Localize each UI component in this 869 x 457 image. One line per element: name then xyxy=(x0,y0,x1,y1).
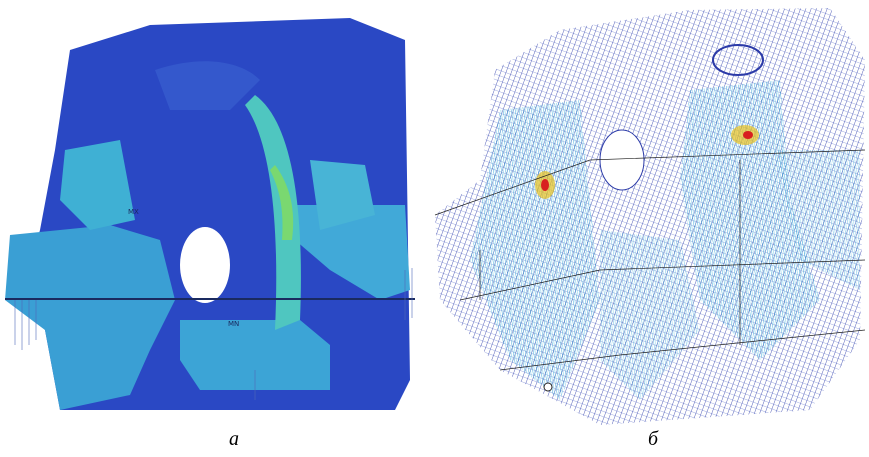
panel-a-image: MX MN xyxy=(5,18,415,410)
annotation: MN xyxy=(228,320,239,328)
figure: MX MN а б xyxy=(0,0,869,457)
annotation: MX xyxy=(128,208,139,216)
panel-b-image xyxy=(435,8,865,425)
fea-images: MX MN xyxy=(0,0,869,425)
panel-label: а xyxy=(229,428,239,451)
panel-label: б xyxy=(648,428,658,451)
